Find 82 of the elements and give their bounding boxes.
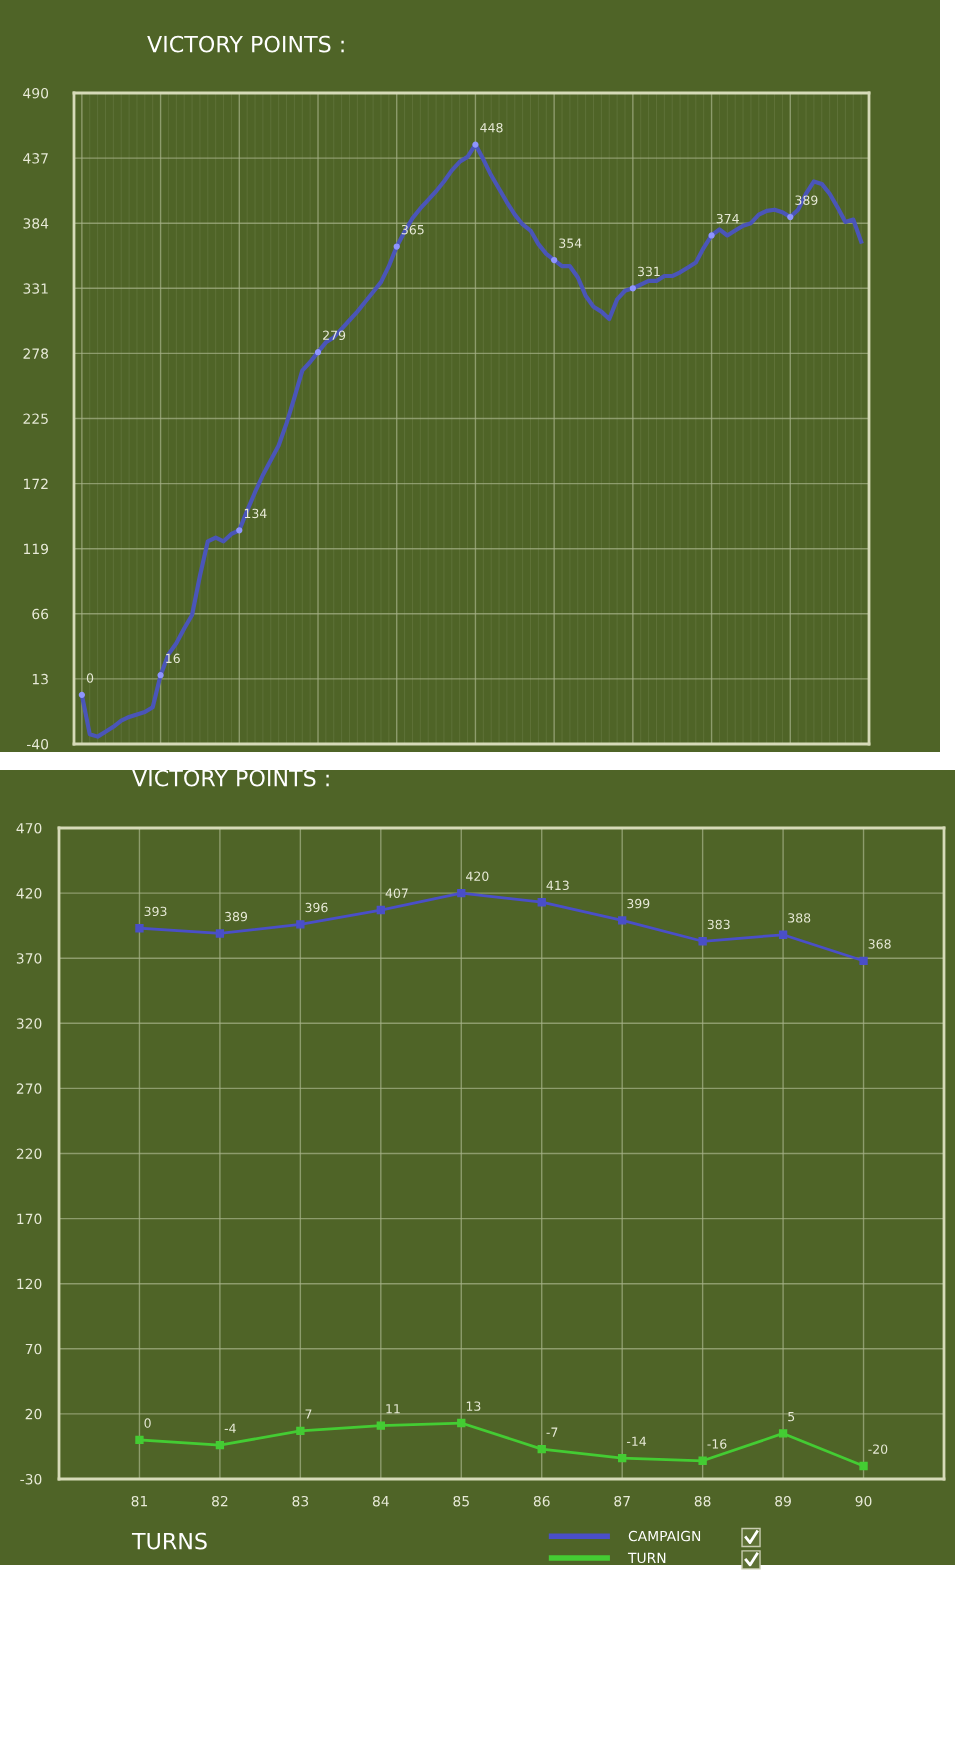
y-tick-label: -30 [20,1473,42,1485]
x-tick-label: 88 [694,1495,711,1507]
data-label: 331 [637,266,660,277]
x-tick-label: 89 [775,1495,791,1507]
x-tick-label: 83 [292,1495,309,1507]
y-tick-label: 120 [17,1278,42,1290]
point [215,1440,225,1450]
point [698,937,707,946]
point [778,930,788,939]
y-tick-label: 278 [23,348,49,359]
y-tick-label: 172 [24,478,48,489]
point [135,1435,144,1445]
point [618,1453,627,1463]
point [135,924,144,933]
y-tick-label: 331 [23,283,48,294]
x-tick-label: 90 [855,1495,872,1507]
y-tick-label: 320 [16,1018,42,1029]
data-label: 7 [305,1409,312,1419]
data-label: 11 [386,1404,400,1414]
y-tick-label: 119 [24,543,49,555]
data-label: 354 [559,238,582,248]
point [618,916,627,925]
x-tick-label: 82 [212,1495,228,1507]
point [698,1456,707,1465]
y-tick-label: 20 [25,1408,42,1420]
x-tick-label: 85 [453,1495,469,1507]
data-label: 407 [385,888,408,898]
point [537,1444,546,1454]
point [778,1429,788,1438]
x-tick-label: 87 [614,1495,630,1507]
data-label: 388 [788,913,811,923]
point [296,920,305,929]
y-tick-label: 420 [16,888,42,899]
point [215,929,225,938]
y-tick-label: 470 [16,822,42,834]
chart-title: VICTORY POINTS : [147,35,344,53]
x-tick-label: 81 [131,1495,148,1507]
point [457,1418,466,1428]
point [859,1461,868,1471]
y-tick-label: 70 [25,1343,42,1355]
point [859,956,868,965]
data-label: 0 [86,673,94,683]
point [376,905,385,915]
data-label: 420 [466,871,489,881]
data-label: 383 [707,919,730,930]
y-tick-label: 66 [32,608,49,620]
point [296,1426,305,1435]
point [376,1421,385,1430]
y-tick-label: 490 [23,87,49,99]
x-tick-label: 84 [372,1495,389,1507]
point [457,888,466,898]
data-label: 396 [305,902,328,913]
point [537,898,546,907]
chart-title: VICTORY POINTS : [132,769,329,787]
y-tick-label: 384 [23,218,49,229]
legend-label: TURN [627,1552,666,1564]
data-label: -20 [868,1444,888,1454]
x-tick-label: 86 [533,1495,550,1507]
data-label: 413 [546,880,569,891]
data-label: 399 [627,898,650,909]
data-label: 0 [144,1418,151,1428]
data-label: -7 [546,1427,558,1437]
y-tick-label: 13 [32,673,48,685]
y-tick-label: 370 [16,953,42,964]
y-tick-label: 437 [23,153,48,164]
data-label: 448 [480,122,503,133]
data-label: 13 [466,1401,481,1411]
y-tick-label: 225 [23,413,48,424]
legend-label: CAMPAIGN [628,1530,701,1542]
data-label: 389 [225,911,248,922]
y-tick-label: 170 [17,1213,42,1225]
x-axis-title: TURNS [131,1532,207,1550]
data-label: -4 [224,1423,236,1433]
data-label: -14 [626,1436,647,1446]
data-label: 374 [716,213,739,224]
data-label: 5 [788,1411,795,1422]
data-label: 393 [144,906,167,917]
y-tick-label: 220 [16,1148,42,1159]
y-tick-label: -40 [26,738,49,750]
data-label: 368 [868,939,891,949]
data-label: -16 [707,1439,727,1449]
y-tick-label: 270 [16,1083,42,1094]
